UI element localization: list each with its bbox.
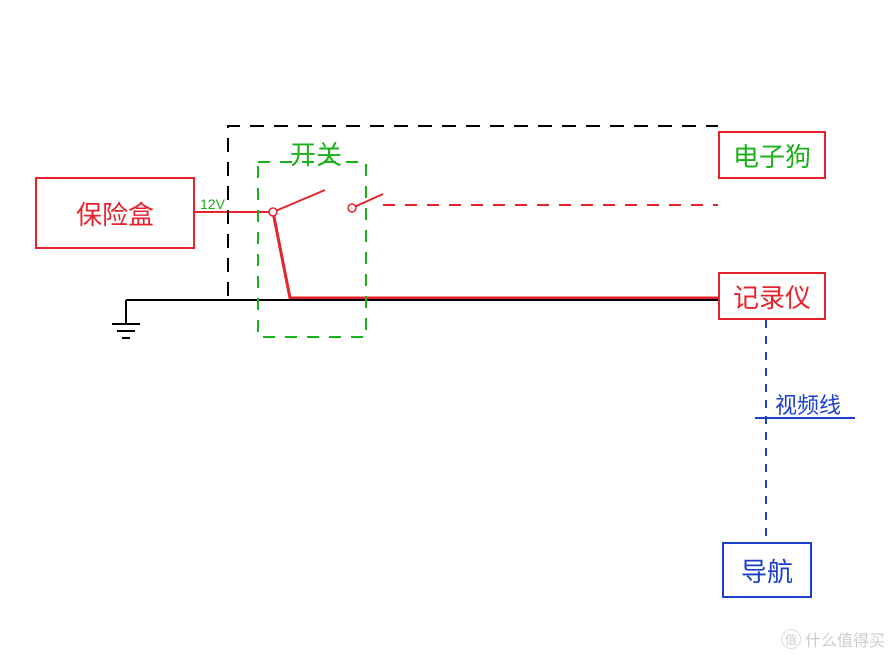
navigation-label: 导航 [741, 552, 793, 589]
recorder-label: 记录仪 [733, 278, 811, 315]
watermark-text: 什么值得买 [805, 627, 885, 651]
circuit-diagram: 保险盒 电子狗 记录仪 导航 开关 12V 视频线 值 什么值得买 [0, 0, 895, 661]
fusebox-node: 保险盒 [35, 177, 195, 249]
video-line-label: 视频线 [775, 388, 841, 420]
edog-node: 电子狗 [718, 131, 826, 179]
voltage-12v-label: 12V [200, 196, 225, 212]
recorder-node: 记录仪 [718, 272, 826, 320]
watermark-icon: 值 [781, 629, 801, 649]
watermark: 值 什么值得买 [781, 627, 885, 651]
switch-label: 开关 [290, 135, 342, 172]
navigation-node: 导航 [722, 542, 812, 598]
edog-label: 电子狗 [733, 137, 811, 174]
fusebox-label: 保险盒 [76, 195, 154, 232]
